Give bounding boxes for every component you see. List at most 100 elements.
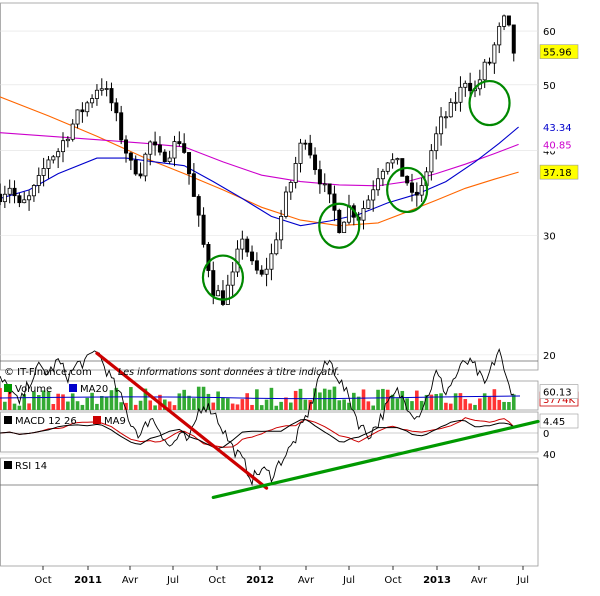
volume-bar: [129, 387, 133, 410]
rsi-value-text: 60.13: [543, 388, 572, 399]
price-tick-label: 50: [543, 81, 556, 92]
volume-bar: [192, 398, 196, 410]
volume-bar: [201, 386, 206, 410]
highlight-circle: [468, 79, 511, 127]
x-tick-label: 2012: [246, 575, 274, 586]
volume-bar: [473, 404, 477, 410]
volume-bar: [366, 401, 371, 410]
macd-signal-line: [0, 417, 515, 448]
volume-bar: [3, 401, 7, 410]
candle-body: [332, 193, 337, 211]
volume-bar: [400, 390, 405, 410]
candle-body: [99, 88, 104, 91]
volume-bar: [99, 395, 104, 410]
candle-body: [361, 208, 366, 221]
candle-body: [27, 195, 32, 201]
candle-body: [177, 141, 182, 145]
volume-bar: [109, 390, 114, 410]
volume-bar: [235, 404, 240, 410]
volume-ma-legend-swatch: [69, 384, 77, 392]
candle-body: [70, 123, 75, 140]
candle-body: [114, 102, 119, 114]
candle-body: [12, 187, 17, 197]
candle-body: [395, 158, 400, 161]
candle-body: [119, 112, 124, 141]
volume-bar: [230, 403, 235, 410]
candle-body: [405, 175, 410, 184]
value-label-text: 40.85: [543, 140, 572, 151]
candle-body: [409, 182, 414, 193]
candle-body: [414, 191, 419, 196]
volume-bar: [177, 393, 182, 410]
volume-bar: [196, 386, 201, 410]
candle-body: [133, 159, 138, 175]
candle-body: [497, 25, 502, 46]
candle-body: [41, 168, 46, 176]
green-trendline: [211, 419, 540, 499]
volume-bar: [352, 392, 356, 410]
candle-body: [220, 290, 225, 305]
volume-bar: [143, 388, 148, 410]
volume-bar: [114, 387, 119, 410]
volume-bar: [36, 395, 41, 410]
candle-body: [46, 159, 51, 169]
candle-body: [434, 133, 439, 152]
macd-panel: [0, 411, 539, 453]
volume-bar: [259, 405, 264, 410]
x-tick-label: Oct: [208, 575, 225, 586]
volume-bar: [511, 394, 516, 410]
volume-bar: [274, 405, 279, 410]
volume-bar: [463, 399, 468, 410]
candle-body: [167, 157, 172, 163]
volume-bar: [27, 403, 31, 410]
volume-bar: [104, 397, 109, 410]
volume-bar: [12, 403, 17, 410]
candle-body: [283, 191, 288, 217]
volume-bar: [17, 405, 22, 410]
candle-body: [468, 82, 473, 92]
candle-body: [75, 109, 80, 125]
volume-ma-legend-label: MA20: [80, 384, 108, 395]
candle-body: [153, 141, 158, 146]
volume-bar: [487, 396, 492, 410]
volume-bar: [264, 399, 269, 410]
candle-body: [443, 116, 448, 119]
moving-average-line-1: [0, 132, 519, 187]
rsi-legend-swatch: [4, 461, 12, 469]
volume-bar: [240, 399, 245, 410]
candle-body: [143, 153, 148, 177]
candle-body: [157, 144, 162, 153]
volume-bar: [250, 404, 254, 410]
volume-bar: [51, 403, 56, 410]
candle-body: [148, 141, 153, 155]
volume-bar: [390, 394, 395, 410]
volume-bar: [424, 394, 429, 410]
candle-body: [250, 251, 255, 262]
rsi-value-box: [539, 384, 579, 399]
volume-bar: [318, 392, 322, 410]
candle-body: [22, 199, 27, 204]
disclaimer-text: Les informations sont données à titre in…: [118, 367, 340, 378]
candle-body: [65, 138, 70, 142]
volume-bar: [482, 393, 487, 410]
candle-body: [380, 170, 385, 180]
highlight-circle: [318, 202, 361, 249]
volume-bar: [429, 394, 434, 410]
volume-bar: [80, 404, 85, 410]
candle-body: [337, 209, 342, 234]
volume-bar: [458, 393, 463, 410]
volume-bar: [385, 389, 390, 410]
value-label-box: [539, 44, 579, 59]
volume-bar: [119, 402, 123, 410]
volume-legend-swatch: [4, 384, 12, 392]
x-tick-label: 2011: [74, 575, 102, 586]
volume-bar: [415, 390, 419, 410]
macd-line: [0, 418, 515, 449]
candle-body: [376, 178, 381, 191]
volume-bar: [148, 400, 153, 410]
volume-bar: [46, 391, 51, 410]
candle-body: [453, 101, 458, 104]
volume-bar: [41, 390, 46, 410]
volume-bar: [502, 401, 506, 410]
